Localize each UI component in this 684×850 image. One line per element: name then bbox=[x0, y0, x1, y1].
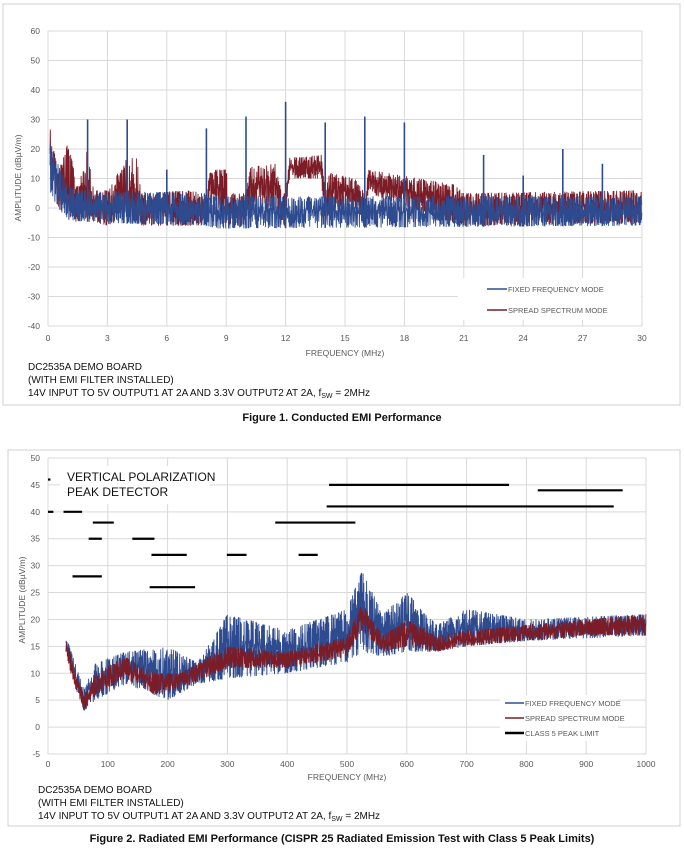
chart-2-note-filter: (WITH EMI FILTER INSTALLED) bbox=[38, 798, 184, 809]
y-tick-label: 60 bbox=[31, 26, 41, 36]
note-tail: = 2MHz bbox=[343, 811, 381, 822]
legend-label-fixed: FIXED FREQUENCY MODE bbox=[508, 285, 604, 294]
x-tick-label: 200 bbox=[161, 759, 175, 769]
y-tick-label: 25 bbox=[31, 588, 41, 598]
y-tick-label: -5 bbox=[32, 749, 40, 759]
chart-1-note-filter: (WITH EMI FILTER INSTALLED) bbox=[28, 375, 174, 386]
chart-2-y-axis-title: AMPLITUDE (dBµV/m) bbox=[17, 556, 27, 643]
x-tick-label: 24 bbox=[518, 333, 528, 343]
x-tick-label: 18 bbox=[400, 333, 410, 343]
y-tick-label: 15 bbox=[31, 641, 41, 651]
x-tick-label: 300 bbox=[220, 759, 234, 769]
chart-2-x-ticks: 0 100 200 300 400 500 600 700 800 900 1000 bbox=[46, 759, 656, 769]
legend-label-fixed: FIXED FREQUENCY MODE bbox=[525, 699, 621, 708]
chart-2-series bbox=[48, 478, 647, 711]
x-tick-label: 9 bbox=[224, 333, 229, 343]
x-tick-label: 15 bbox=[340, 333, 350, 343]
x-tick-label: 21 bbox=[459, 333, 469, 343]
y-tick-label: 30 bbox=[31, 561, 41, 571]
y-tick-label: 45 bbox=[31, 480, 41, 490]
y-tick-label: 5 bbox=[35, 695, 40, 705]
y-tick-label: 10 bbox=[31, 174, 41, 184]
x-tick-label: 1000 bbox=[637, 759, 656, 769]
series-fixed-frequency-mode bbox=[49, 101, 643, 229]
x-tick-label: 6 bbox=[164, 333, 169, 343]
figure-2-caption: Figure 2. Radiated EMI Performance (CISP… bbox=[90, 833, 595, 845]
chart-2-note-board: DC2535A DEMO BOARD bbox=[38, 785, 152, 796]
chart-2-note-conditions: 14V INPUT TO 5V OUTPUT1 AT 2A AND 3.3V O… bbox=[38, 811, 380, 823]
x-tick-label: 12 bbox=[281, 333, 291, 343]
x-tick-label: 900 bbox=[579, 759, 593, 769]
y-tick-label: -20 bbox=[28, 262, 41, 272]
y-tick-label: 30 bbox=[31, 115, 41, 125]
y-tick-label: 40 bbox=[31, 507, 41, 517]
y-tick-label: 10 bbox=[31, 668, 41, 678]
legend-label-spread: SPREAD SPECTRUM MODE bbox=[525, 714, 625, 723]
y-tick-label: 50 bbox=[31, 56, 41, 66]
y-tick-label: 40 bbox=[31, 85, 41, 95]
annotation-background bbox=[60, 466, 210, 504]
chart-2-legend: FIXED FREQUENCY MODE SPREAD SPECTRUM MOD… bbox=[500, 695, 625, 741]
y-tick-label: 0 bbox=[35, 203, 40, 213]
series-trace bbox=[49, 144, 643, 229]
note-tail: = 2MHz bbox=[333, 388, 371, 399]
figure-1-caption: Figure 1. Conducted EMI Performance bbox=[242, 412, 441, 424]
y-tick-label: -30 bbox=[28, 292, 41, 302]
annotation-detector: PEAK DETECTOR bbox=[67, 485, 168, 499]
x-tick-label: 100 bbox=[101, 759, 115, 769]
x-tick-label: 30 bbox=[637, 333, 647, 343]
note-subscript: SW bbox=[321, 393, 333, 400]
y-tick-label: 0 bbox=[35, 722, 40, 732]
y-tick-label: 20 bbox=[31, 614, 41, 624]
x-tick-label: 0 bbox=[46, 759, 51, 769]
series-spread-spectrum-mode bbox=[49, 129, 643, 226]
chart-1-legend: FIXED FREQUENCY MODE SPREAD SPECTRUM MOD… bbox=[458, 278, 641, 320]
chart-1: 60 50 40 30 20 10 0 -10 -20 -30 -40 0 3 6 9 12 15 18 21 24… bbox=[2, 3, 681, 424]
legend-background bbox=[458, 278, 641, 320]
x-tick-label: 0 bbox=[46, 333, 51, 343]
chart-1-series bbox=[49, 101, 643, 229]
y-tick-label: 20 bbox=[31, 144, 41, 154]
x-tick-label: 27 bbox=[578, 333, 588, 343]
chart-1-x-ticks: 0 3 6 9 12 15 18 21 24 27 30 bbox=[46, 333, 647, 343]
chart-1-x-axis-title: FREQUENCY (MHz) bbox=[306, 348, 385, 358]
y-tick-label: -40 bbox=[28, 321, 41, 331]
chart-1-y-ticks: 60 50 40 30 20 10 0 -10 -20 -30 -40 bbox=[28, 26, 41, 331]
y-tick-label: -10 bbox=[28, 233, 41, 243]
series-spread-spectrum-mode bbox=[65, 606, 647, 710]
x-tick-label: 600 bbox=[400, 759, 414, 769]
note-text: 14V INPUT TO 5V OUTPUT1 AT 2A AND 3.3V O… bbox=[38, 811, 331, 822]
y-tick-label: 50 bbox=[31, 453, 41, 463]
legend-label-spread: SPREAD SPECTRUM MODE bbox=[508, 306, 608, 315]
chart-1-note-board: DC2535A DEMO BOARD bbox=[28, 362, 142, 373]
x-tick-label: 800 bbox=[519, 759, 533, 769]
legend-label-limit: CLASS 5 PEAK LIMIT bbox=[525, 729, 600, 738]
x-tick-label: 700 bbox=[460, 759, 474, 769]
chart-2-x-axis-title: FREQUENCY (MHz) bbox=[308, 772, 387, 782]
series-class-5-peak-limit bbox=[48, 478, 623, 589]
series-trace bbox=[49, 129, 643, 226]
series-trace bbox=[65, 606, 647, 710]
annotation-polarization: VERTICAL POLARIZATION bbox=[67, 470, 215, 484]
note-subscript: SW bbox=[331, 816, 343, 823]
chart-1-y-axis-title: AMPLITUDE (dBµV/m) bbox=[13, 134, 23, 221]
x-tick-label: 500 bbox=[340, 759, 354, 769]
y-tick-label: 35 bbox=[31, 534, 41, 544]
x-tick-label: 400 bbox=[280, 759, 294, 769]
note-text: 14V INPUT TO 5V OUTPUT1 AT 2A AND 3.3V O… bbox=[28, 388, 321, 399]
chart-1-note-conditions: 14V INPUT TO 5V OUTPUT1 AT 2A AND 3.3V O… bbox=[28, 388, 370, 400]
x-tick-label: 3 bbox=[105, 333, 110, 343]
